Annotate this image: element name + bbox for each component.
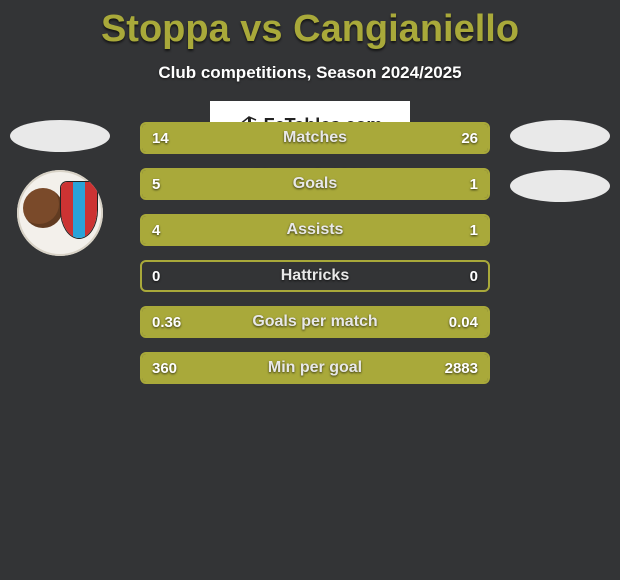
stat-row: 1426Matches xyxy=(140,122,490,154)
subtitle: Club competitions, Season 2024/2025 xyxy=(0,63,620,83)
comparison-title: Stoppa vs Cangianiello xyxy=(0,0,620,51)
title-vs: vs xyxy=(240,8,282,50)
stat-row: 3602883Min per goal xyxy=(140,352,490,384)
right-club-placeholder xyxy=(510,170,610,202)
stat-label: Hattricks xyxy=(142,262,488,290)
stat-label: Goals xyxy=(142,170,488,198)
stat-row: 41Assists xyxy=(140,214,490,246)
right-flag-placeholder xyxy=(510,120,610,152)
stat-row: 00Hattricks xyxy=(140,260,490,292)
stats-container: 1426Matches 51Goals 41Assists 00Hattricks 0.… xyxy=(140,122,490,398)
title-player-right: Cangianiello xyxy=(293,8,519,50)
stat-label: Assists xyxy=(142,216,488,244)
left-player-badges xyxy=(10,120,110,256)
stat-label: Min per goal xyxy=(142,354,488,382)
stat-row: 51Goals xyxy=(140,168,490,200)
left-flag-placeholder xyxy=(10,120,110,152)
right-player-badges xyxy=(510,120,610,220)
stat-label: Goals per match xyxy=(142,308,488,336)
left-club-crest xyxy=(17,170,103,256)
title-player-left: Stoppa xyxy=(101,8,230,50)
stat-label: Matches xyxy=(142,124,488,152)
stat-row: 0.360.04Goals per match xyxy=(140,306,490,338)
